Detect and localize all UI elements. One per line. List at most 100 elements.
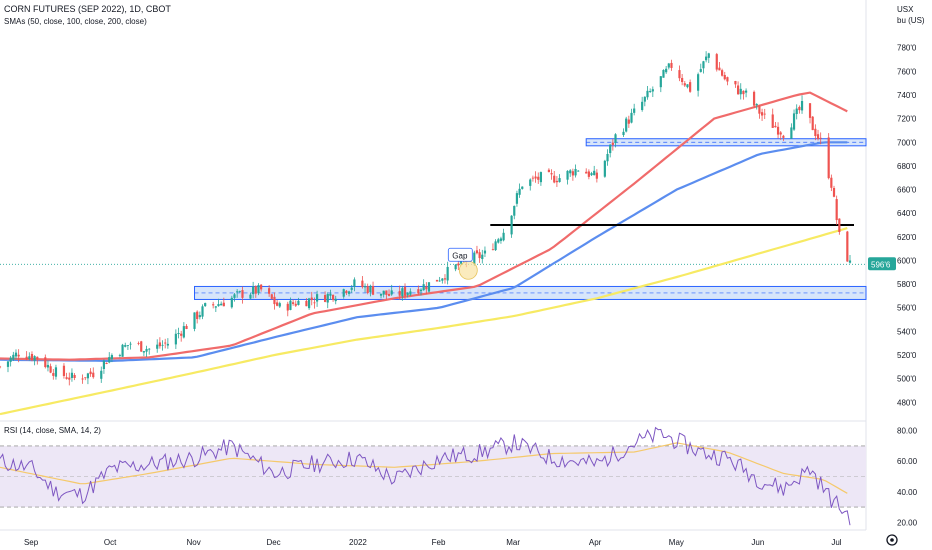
price-tick-12: 540'0 (897, 327, 917, 336)
candle-body-37 (140, 341, 143, 352)
candle-body-146 (547, 169, 551, 173)
candle-body-126 (473, 252, 476, 265)
candle-body-103 (385, 290, 388, 295)
candle-body-93 (347, 291, 351, 294)
candle-body-65 (241, 290, 244, 298)
candle-body-173 (646, 90, 649, 98)
axis-unit: bu (US) (897, 16, 925, 25)
candle-body-33 (124, 345, 127, 347)
candle-body-16 (62, 365, 66, 376)
candle-body-190 (707, 53, 710, 58)
candle-body-87 (326, 294, 329, 303)
price-panel[interactable] (0, 0, 866, 420)
candle-body-54 (201, 306, 204, 317)
price-tick-11: 560'0 (897, 304, 917, 313)
candle-body-150 (558, 178, 561, 183)
candle-body-163 (609, 144, 612, 154)
candle-body-97 (363, 286, 367, 288)
candle-body-98 (366, 286, 369, 293)
candle-body-220 (819, 137, 822, 139)
candle-body-133 (497, 239, 500, 243)
candle-body-171 (641, 101, 644, 111)
candle-body-21 (81, 378, 84, 380)
candle-body-210 (782, 135, 785, 138)
candle-body-135 (502, 232, 505, 241)
candle-body-152 (569, 170, 572, 174)
candle-body-30 (110, 355, 114, 360)
candle-body-73 (273, 296, 276, 305)
candle-body-141 (529, 179, 532, 186)
rsi-ma-line[interactable] (0, 442, 848, 494)
time-axis[interactable]: Sep Oct Nov Dec 2022 Feb Mar Apr May Jun Jul (24, 538, 842, 547)
candle-body-15 (54, 367, 58, 377)
candle-body-226 (846, 231, 849, 262)
candle-body-205 (763, 113, 766, 115)
support-zones[interactable] (194, 138, 867, 300)
candle-body-176 (659, 76, 662, 88)
candle-body-183 (683, 83, 686, 86)
candle-body-76 (286, 303, 289, 311)
rsi-line[interactable] (0, 426, 851, 526)
candle-body-182 (681, 77, 684, 83)
price-tick-5: 680'0 (897, 162, 917, 171)
candle-body-130 (483, 250, 487, 254)
candle-body-56 (212, 304, 215, 306)
time-tick-1: Oct (104, 538, 117, 547)
rsi-tick-1: 60.00 (897, 457, 918, 466)
sma100-line[interactable] (0, 141, 848, 362)
price-tick-2: 740'0 (897, 91, 917, 100)
candle-body-178 (665, 68, 668, 73)
candle-body-180 (670, 62, 673, 68)
price-tick-6: 660'0 (897, 186, 917, 195)
last-price-label: 596'6 (871, 260, 891, 269)
sma200-line[interactable] (0, 227, 848, 416)
candle-body-26 (100, 370, 103, 379)
candle-body-24 (89, 371, 92, 375)
candle-body-66 (249, 294, 252, 299)
candle-body-184 (686, 84, 689, 88)
candle-body-9 (33, 356, 36, 361)
candle-body-1 (6, 361, 10, 367)
price-tick-15: 480'0 (897, 398, 917, 407)
candle-body-118 (441, 278, 444, 281)
candle-body-58 (217, 304, 220, 307)
last-price-badge (868, 257, 896, 271)
candle-body-96 (361, 280, 364, 288)
candle-body-105 (390, 290, 393, 295)
candle-body-149 (555, 180, 558, 183)
candles[interactable] (0, 51, 852, 386)
candle-body-14 (52, 373, 55, 376)
time-tick-3: Dec (266, 538, 280, 547)
candle-body-8 (30, 353, 34, 360)
candle-body-148 (553, 175, 556, 183)
candle-body-3 (12, 354, 15, 360)
candle-body-46 (174, 333, 177, 345)
candle-body-225 (838, 218, 841, 233)
candle-body-143 (534, 176, 537, 179)
candle-body-35 (129, 343, 132, 345)
rsi-legend: RSI (14, close, SMA, 14, 2) (4, 426, 101, 435)
candle-body-20 (73, 374, 76, 378)
candle-body-186 (697, 74, 700, 91)
settings-gear-icon[interactable] (886, 534, 898, 546)
candle-body-215 (800, 101, 804, 111)
candle-body-197 (736, 85, 740, 95)
candle-body-127 (475, 250, 479, 254)
candle-body-154 (574, 168, 577, 176)
indicator-legend: SMAs (50, close, 100, close, 200, close) (4, 17, 147, 26)
price-tick-1: 760'0 (897, 67, 917, 76)
candle-body-219 (816, 134, 820, 139)
price-axis[interactable]: 780'0 760'0 740'0 720'0 700'0 680'0 660'0 640'0… (897, 44, 917, 408)
rsi-tick-2: 40.00 (897, 488, 918, 497)
gap-annotation[interactable]: Gap (447, 247, 478, 280)
candle-body-104 (387, 293, 391, 296)
candle-body-110 (409, 291, 412, 295)
candle-body-121 (454, 264, 457, 270)
gap-circle (458, 260, 478, 280)
candle-body-32 (121, 344, 124, 357)
rsi-axis[interactable]: 80.00 60.00 40.00 20.00 (897, 427, 918, 528)
candle-body-89 (331, 294, 335, 300)
sma50-line[interactable] (0, 91, 848, 361)
candle-body-59 (220, 303, 223, 306)
